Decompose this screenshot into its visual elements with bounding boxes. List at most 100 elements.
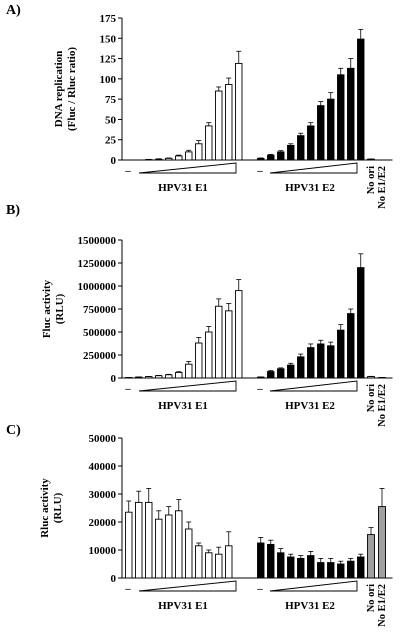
- titration-wedge: [138, 580, 237, 592]
- y-axis-label-line: (Fluc / Rluc ratio): [66, 47, 78, 131]
- y-tick-label: 125: [100, 54, 117, 66]
- bar: [235, 290, 243, 379]
- bar: [205, 552, 213, 579]
- bar: [327, 345, 335, 379]
- y-tick-label: 10000: [89, 545, 117, 557]
- titration-wedge: [269, 580, 358, 592]
- y-axis-label-line: Fluc activity: [41, 279, 53, 338]
- bar: [367, 534, 375, 579]
- y-tick-label: 40000: [89, 461, 117, 473]
- bar: [277, 368, 285, 379]
- y-tick-label: 0: [111, 373, 117, 385]
- y-tick-label: 500000: [83, 327, 117, 339]
- chart-panel: B) Fluc activity(RLU) 0 250000 500000 750000 1…: [6, 203, 393, 427]
- y-tick-label: 150: [100, 33, 117, 45]
- bar: [225, 84, 233, 161]
- dash-label: –: [124, 583, 131, 595]
- chart-panel: A) DNA replication(Fluc / Rluc ratio) 0 25 5…: [6, 3, 393, 209]
- bar: [267, 154, 275, 161]
- bar: [307, 125, 315, 161]
- titration-wedge: [138, 162, 237, 174]
- bar: [287, 144, 295, 161]
- control-label: No E1/E2: [377, 166, 388, 209]
- group-label-e1: HPV31 E1: [158, 400, 208, 412]
- control-label: No E1/E2: [377, 384, 388, 427]
- dash-label: –: [124, 383, 131, 395]
- bar: [175, 510, 183, 579]
- bar: [277, 552, 285, 579]
- y-axis-label: DNA replication(Fluc / Rluc ratio): [53, 47, 78, 131]
- panel-label: B): [6, 203, 20, 218]
- bar: [317, 105, 325, 161]
- dash-label: –: [256, 583, 263, 595]
- group-label-e2: HPV31 E2: [285, 182, 335, 194]
- bar: [297, 557, 305, 579]
- bar: [337, 74, 345, 161]
- bar: [327, 562, 335, 579]
- control-label: No ori: [366, 584, 377, 612]
- bar: [215, 305, 223, 379]
- group-label-e1: HPV31 E1: [158, 600, 208, 612]
- y-tick-label: 0: [111, 155, 117, 167]
- bar: [337, 563, 345, 579]
- bar: [347, 313, 355, 379]
- y-axis-label-line: (RLU): [52, 492, 64, 523]
- bar: [175, 372, 183, 379]
- bar: [357, 267, 365, 379]
- y-tick-label: 100: [100, 74, 117, 86]
- control-label: No ori: [366, 384, 377, 412]
- bar: [205, 125, 213, 161]
- y-axis-label-line: (RLU): [54, 293, 66, 324]
- bar: [307, 555, 315, 579]
- bar: [357, 38, 365, 161]
- dash-label: –: [256, 383, 263, 395]
- bar: [277, 151, 285, 161]
- y-axis-label-line: Rluc activity: [39, 478, 51, 538]
- bar: [155, 375, 163, 379]
- bar: [215, 90, 223, 161]
- bar: [185, 528, 193, 579]
- bar: [267, 371, 275, 379]
- bar: [155, 158, 163, 161]
- bar: [225, 310, 233, 379]
- bar: [317, 343, 325, 379]
- y-tick-label: 25: [105, 135, 117, 147]
- bar: [287, 364, 295, 379]
- y-tick-label: 1000000: [78, 281, 117, 293]
- y-tick-label: 30000: [89, 489, 117, 501]
- y-tick-label: 50: [105, 114, 117, 126]
- panel-label: A): [6, 3, 21, 18]
- y-axis-label: Fluc activity(RLU): [41, 279, 66, 338]
- y-axis-label-line: DNA replication: [53, 51, 65, 128]
- bar: [165, 514, 173, 579]
- panel-label: C): [6, 423, 21, 438]
- bar: [378, 506, 386, 579]
- dash-label: –: [124, 165, 131, 177]
- bar: [267, 543, 275, 579]
- y-tick-label: 75: [105, 94, 117, 106]
- bar: [195, 545, 203, 579]
- control-label: No E1/E2: [377, 584, 388, 627]
- bar: [195, 143, 203, 161]
- bar: [347, 67, 355, 161]
- bar: [135, 501, 143, 579]
- bar: [257, 542, 265, 579]
- bar: [337, 329, 345, 379]
- bar: [297, 356, 305, 379]
- bar: [185, 363, 193, 379]
- y-tick-label: 1500000: [78, 235, 117, 247]
- y-tick-label: 250000: [83, 350, 117, 362]
- group-label-e2: HPV31 E2: [285, 400, 335, 412]
- bar: [307, 347, 315, 379]
- y-tick-label: 750000: [83, 304, 117, 316]
- bar: [317, 562, 325, 579]
- titration-wedge: [269, 380, 358, 392]
- bar: [257, 157, 265, 161]
- bar: [155, 518, 163, 579]
- y-tick-label: 20000: [89, 517, 117, 529]
- bar: [145, 501, 153, 579]
- y-tick-label: 175: [100, 13, 117, 25]
- bar: [347, 560, 355, 579]
- bar: [327, 98, 335, 161]
- bar: [225, 545, 233, 579]
